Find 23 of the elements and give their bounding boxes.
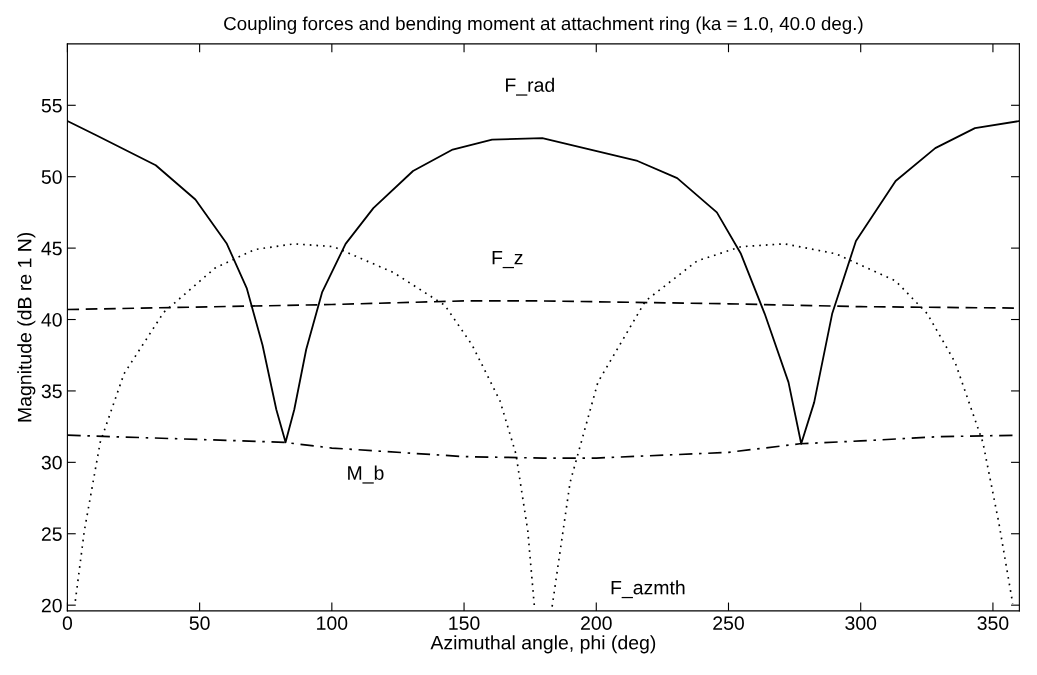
x-tick-label: 250: [713, 616, 744, 631]
series-label: M_b: [348, 465, 384, 484]
x-tick-label: 100: [317, 616, 348, 631]
y-tick-label: 40: [41, 312, 62, 327]
y-tick-label: 50: [41, 170, 62, 184]
y-tick-label: 25: [41, 527, 62, 541]
y-axis-title: Magnitude (dB re 1 N): [17, 232, 36, 422]
series-label: F_z: [492, 250, 523, 269]
x-tick-label: 200: [581, 616, 612, 631]
text: F_azmth: [611, 580, 685, 599]
y-tick-label: 45: [41, 241, 62, 256]
x-tick-label: 150: [449, 616, 480, 631]
text: F_rad: [506, 77, 554, 96]
x-tick-label: 50: [189, 616, 210, 631]
y-tick-label: 55: [41, 98, 62, 113]
x-tick-label: 350: [977, 616, 1009, 631]
x-tick-label: 300: [845, 616, 877, 631]
y-tick-label: 20: [41, 598, 62, 613]
x-axis-title: Azimuthal angle, phi (deg): [430, 635, 656, 654]
y-tick-label: 35: [41, 384, 62, 399]
x-tick-label: 0: [62, 616, 73, 631]
y-tick-label: 30: [41, 455, 62, 470]
chart-title: Coupling forces and bending moment at attachment ring (ka = 1.0, 40.0 deg.): [224, 16, 863, 34]
